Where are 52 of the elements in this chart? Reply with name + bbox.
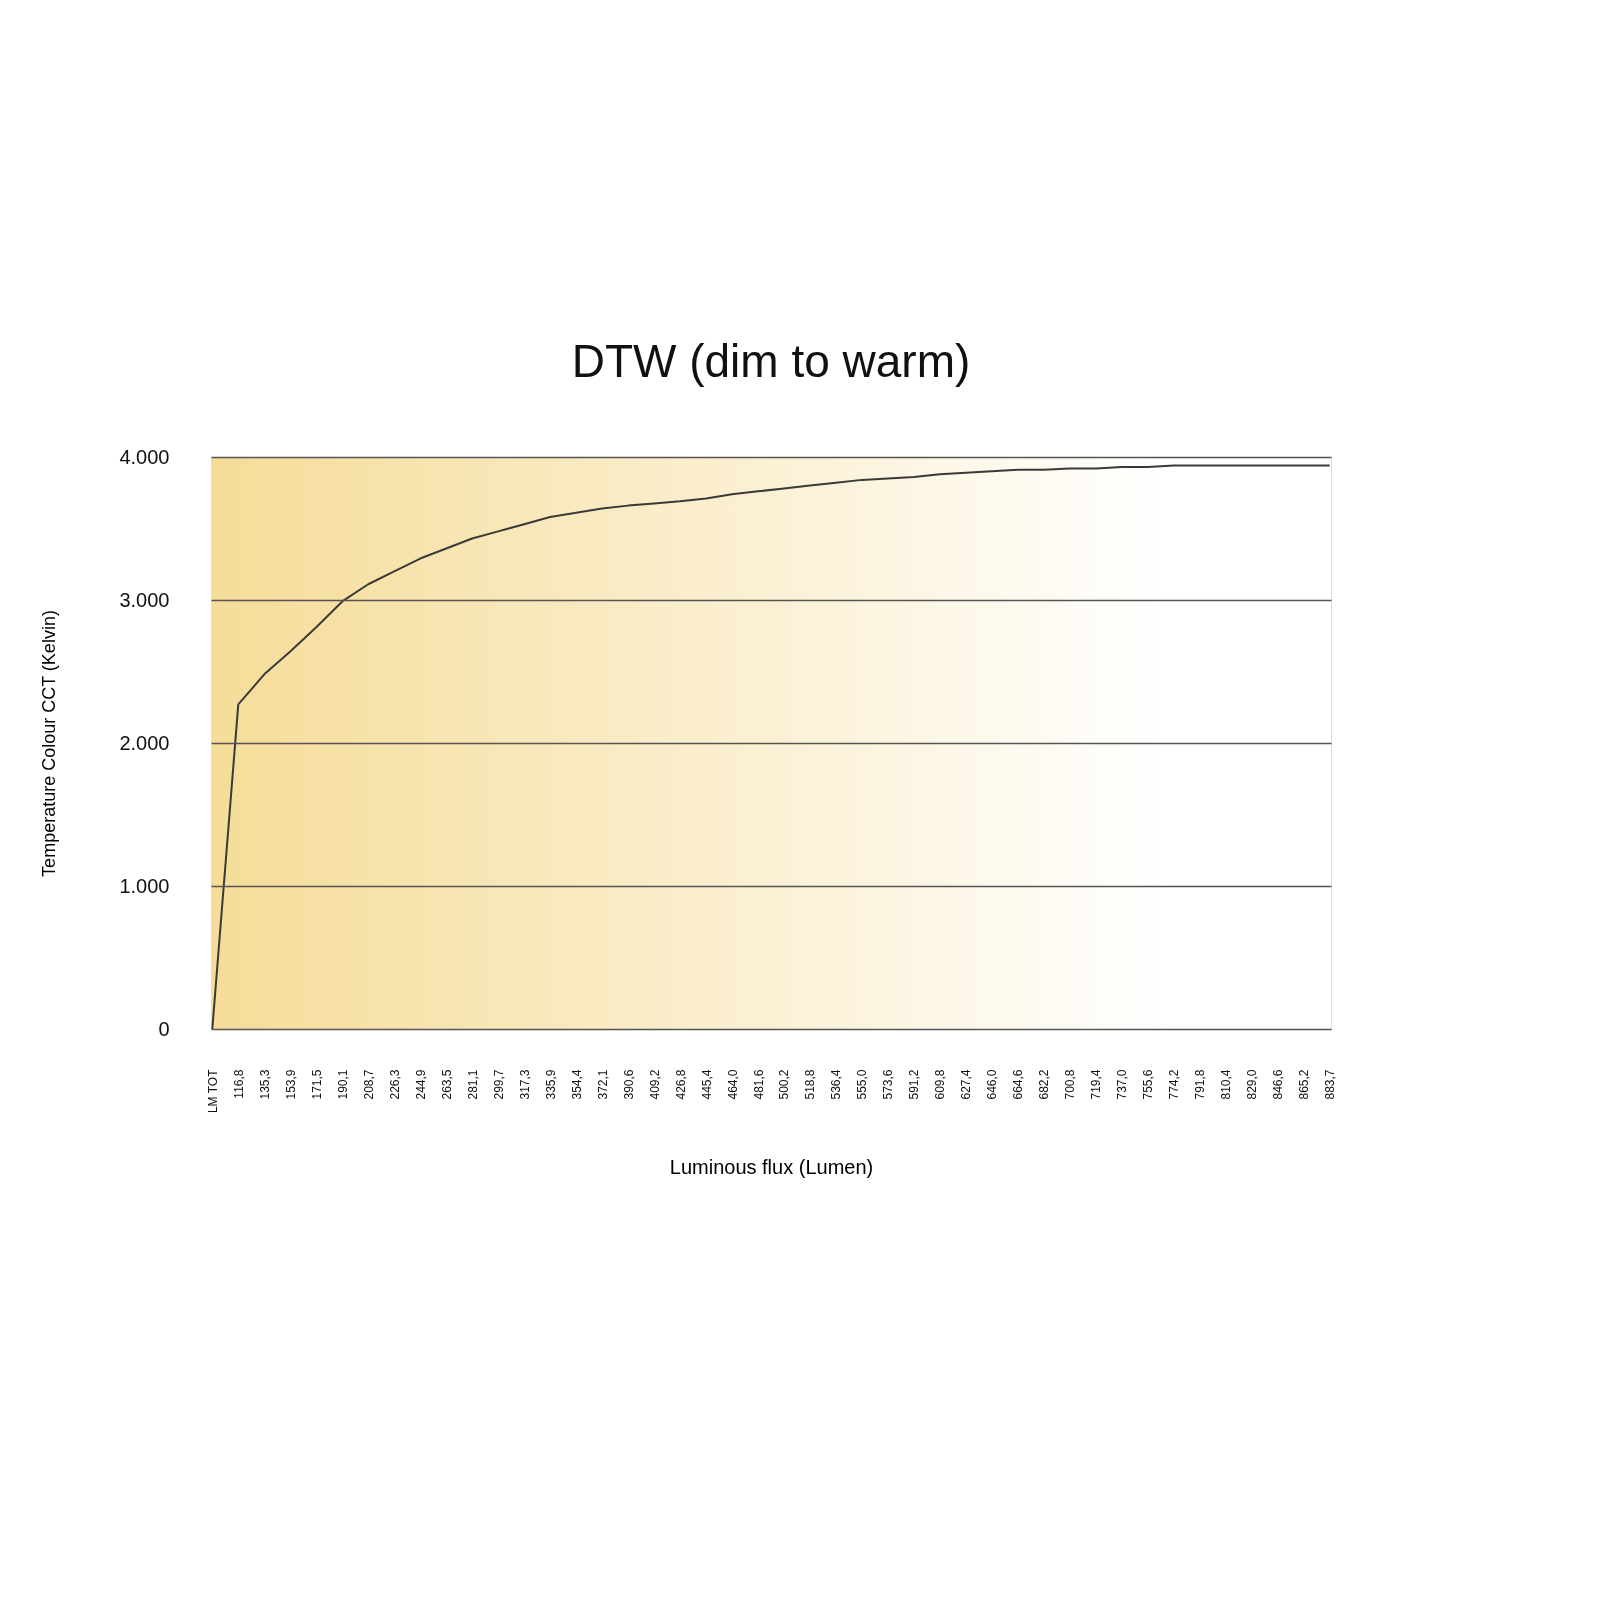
x-tick-label: 116,8 (231, 1069, 246, 1099)
x-tick-label: LM TOT (205, 1068, 220, 1114)
x-tick-label: 171,5 (309, 1069, 324, 1100)
x-tick-label: 299,7 (491, 1069, 506, 1100)
x-tick-label: 646,0 (985, 1069, 1000, 1100)
x-tick-label: 190,1 (335, 1069, 350, 1100)
x-tick-label: 591,2 (907, 1069, 922, 1100)
x-tick-label: 335,9 (543, 1069, 558, 1100)
x-tick-label: 226,3 (387, 1069, 402, 1100)
y-tick-label: 1.000 (119, 874, 170, 897)
x-tick-label: 555,0 (855, 1069, 870, 1100)
x-tick-label: 281,1 (465, 1069, 480, 1100)
x-tick-label: 445,4 (699, 1069, 714, 1100)
x-tick-label: 810,4 (1219, 1069, 1234, 1100)
x-axis-title: Luminous flux (Lumen) (669, 1156, 874, 1179)
x-tick-label: 609,8 (933, 1069, 948, 1100)
x-tick-label: 409,2 (647, 1069, 662, 1100)
x-tick-label: 317,3 (517, 1069, 532, 1100)
x-tick-label: 500,2 (777, 1069, 792, 1100)
x-tick-label: 737,0 (1115, 1069, 1130, 1100)
x-tick-label: 208,7 (361, 1069, 376, 1100)
x-tick-label: 481,6 (751, 1069, 766, 1100)
y-tick-label: 0 (158, 1017, 170, 1040)
x-tick-label: 719,4 (1089, 1069, 1104, 1100)
y-tick-label: 3.000 (119, 588, 170, 611)
x-tick-label: 791,8 (1193, 1069, 1208, 1100)
x-tick-label: 372,1 (595, 1069, 610, 1100)
x-tick-label: 829,0 (1245, 1069, 1260, 1100)
x-tick-label: 755,6 (1141, 1069, 1156, 1100)
x-tick-label: 244,9 (413, 1069, 428, 1100)
x-tick-label: 426,8 (673, 1069, 688, 1100)
chart-title: DTW (dim to warm) (571, 335, 971, 387)
x-tick-label: 518,8 (803, 1069, 818, 1100)
x-tick-label: 390,6 (621, 1069, 636, 1100)
x-tick-label: 573,6 (881, 1069, 896, 1100)
x-tick-label: 664,6 (1011, 1069, 1026, 1100)
x-tick-label: 627,4 (959, 1069, 974, 1100)
x-tick-label: 774,2 (1167, 1069, 1182, 1100)
x-tick-label: 536,4 (829, 1069, 844, 1100)
x-tick-label: 700,8 (1063, 1069, 1078, 1100)
x-tick-label: 846,6 (1271, 1069, 1286, 1100)
x-tick-label: 263,5 (439, 1069, 454, 1100)
x-tick-label: 135,3 (257, 1069, 272, 1100)
x-tick-label: 682,2 (1037, 1069, 1052, 1100)
x-tick-label: 464,0 (725, 1069, 740, 1100)
y-tick-label: 4.000 (119, 445, 170, 468)
y-tick-label: 2.000 (119, 731, 170, 754)
x-tick-label: 865,2 (1297, 1069, 1312, 1100)
x-tick-label: 153,9 (283, 1069, 298, 1100)
x-tick-label: 354,4 (569, 1069, 584, 1100)
x-tick-label: 883,7 (1323, 1069, 1338, 1100)
y-axis-title: Temperature Colour CCT (Kelvin) (39, 610, 60, 877)
